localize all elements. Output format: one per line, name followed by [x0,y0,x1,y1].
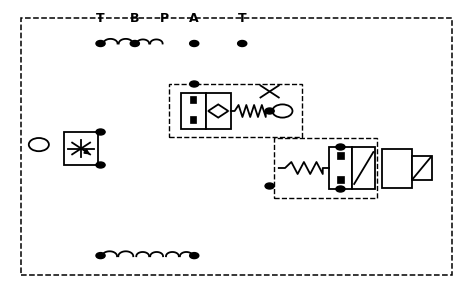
Bar [329,147,352,189]
Circle shape [96,40,105,46]
Circle shape [190,81,199,87]
Circle shape [265,108,274,114]
Bar [382,148,412,188]
Polygon shape [208,104,228,118]
Circle shape [29,138,49,151]
Bar [21,18,452,274]
Circle shape [265,183,274,189]
Bar [274,138,377,198]
Circle shape [96,253,105,259]
Bar [337,176,344,183]
Bar [190,97,197,103]
Bar [206,93,231,129]
Bar [169,84,302,136]
Text: P: P [160,12,169,25]
Text: T: T [238,12,246,25]
Bar [352,147,375,189]
Circle shape [336,144,345,150]
Bar [337,152,344,159]
Circle shape [272,104,292,118]
Bar [190,116,197,122]
Circle shape [238,40,247,46]
Bar [412,156,432,180]
Circle shape [96,129,105,135]
Text: T: T [96,12,105,25]
Circle shape [96,162,105,168]
Text: A: A [189,12,199,25]
Bar [181,93,206,129]
Bar [64,132,98,165]
Circle shape [336,186,345,192]
Circle shape [130,40,139,46]
Text: B: B [130,12,139,25]
Circle shape [190,253,199,259]
Circle shape [190,40,199,46]
